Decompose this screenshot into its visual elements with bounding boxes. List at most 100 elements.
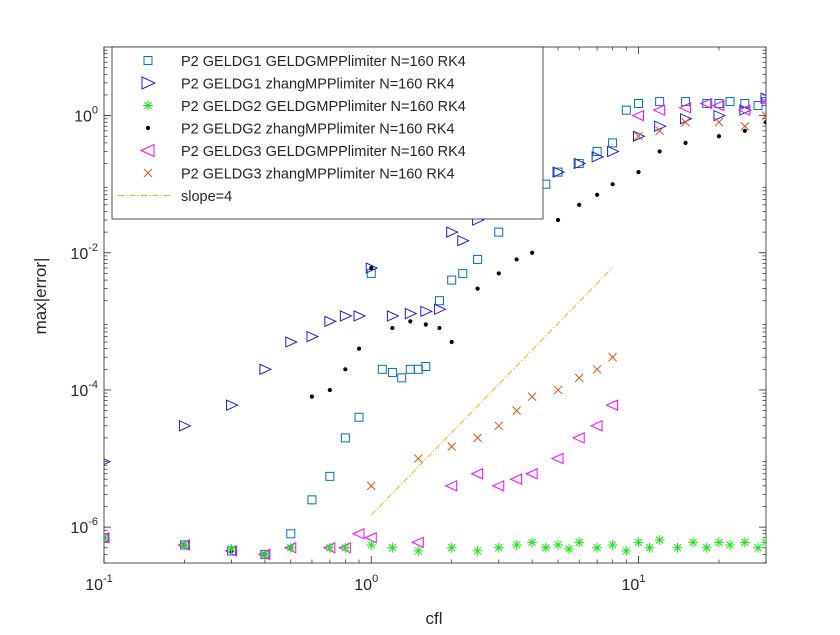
data-point xyxy=(446,542,457,553)
x-tick-label: 10-1 xyxy=(85,573,113,594)
data-point xyxy=(420,305,434,318)
data-point xyxy=(655,126,665,136)
data-point xyxy=(739,537,750,548)
data-point xyxy=(325,471,335,481)
data-point xyxy=(621,545,632,556)
y-tick-label: 100 xyxy=(74,105,98,126)
data-point xyxy=(387,367,397,377)
legend-marker xyxy=(143,100,153,111)
data-point xyxy=(632,130,646,143)
y-tick-label: 10-4 xyxy=(70,379,98,400)
data-point xyxy=(286,529,296,539)
data-point xyxy=(423,322,428,327)
data-point xyxy=(763,120,766,125)
data-point xyxy=(524,467,538,480)
legend-label: P2 GELDG3 GELDGMPPlimiter N=160 RK4 xyxy=(181,144,466,160)
data-point xyxy=(434,296,444,306)
data-point xyxy=(610,182,615,187)
data-point xyxy=(714,99,724,109)
data-point xyxy=(390,325,395,331)
data-point xyxy=(553,167,563,177)
data-point xyxy=(713,109,727,122)
data-point xyxy=(758,98,766,105)
data-point xyxy=(714,117,724,127)
data-point xyxy=(397,373,407,383)
data-point xyxy=(259,549,270,560)
data-point xyxy=(473,433,482,443)
data-point xyxy=(514,257,519,262)
data-point xyxy=(550,452,564,465)
data-point xyxy=(408,319,413,324)
legend-label: P2 GELDG2 zhangMPPlimiter N=160 RK4 xyxy=(181,122,455,138)
data-point xyxy=(356,346,362,351)
data-point xyxy=(574,373,584,383)
data-point xyxy=(404,307,418,320)
data-point xyxy=(737,104,751,116)
data-point xyxy=(387,542,398,553)
data-point xyxy=(327,387,332,393)
data-point xyxy=(607,145,620,158)
legend-marker xyxy=(143,56,153,65)
data-point xyxy=(608,352,617,362)
data-point xyxy=(512,406,521,415)
data-point xyxy=(285,336,299,348)
legend-marker xyxy=(139,143,155,158)
data-point xyxy=(592,364,602,374)
data-point xyxy=(306,330,320,343)
data-point xyxy=(475,286,480,291)
data-point xyxy=(678,101,692,114)
data-point xyxy=(573,157,587,170)
data-point xyxy=(655,97,665,107)
data-point xyxy=(413,454,423,463)
data-point xyxy=(491,480,505,492)
data-point xyxy=(633,99,643,109)
data-point xyxy=(752,542,763,553)
legend-label: P2 GELDG3 zhangMPPlimiter N=160 RK4 xyxy=(181,167,455,183)
data-point xyxy=(634,131,643,141)
legend-marker xyxy=(145,125,151,131)
data-point xyxy=(711,99,725,112)
data-point xyxy=(592,146,602,156)
data-point xyxy=(178,420,192,432)
data-point xyxy=(457,234,470,247)
data-point xyxy=(472,545,483,556)
data-point xyxy=(343,367,348,372)
data-point xyxy=(527,392,537,401)
slope-line xyxy=(370,267,613,516)
data-point xyxy=(742,128,747,133)
legend-marker xyxy=(143,168,153,178)
data-point xyxy=(571,432,585,444)
data-point xyxy=(552,166,566,178)
data-point xyxy=(473,254,483,264)
data-point xyxy=(657,149,662,154)
data-point xyxy=(104,458,112,465)
data-point xyxy=(494,421,504,431)
data-point xyxy=(701,542,712,553)
y-tick-label: 10-6 xyxy=(70,516,98,537)
data-point xyxy=(716,134,722,139)
legend-label: P2 GELDG1 zhangMPPlimiter N=160 RK4 xyxy=(181,77,455,93)
legend-label: P2 GELDG1 GELDGMPPlimiter N=160 RK4 xyxy=(181,54,466,70)
data-point xyxy=(683,140,688,145)
data-point xyxy=(699,97,713,110)
series-1 xyxy=(104,97,766,559)
y-axis-label: max|error| xyxy=(31,258,50,335)
legend-label: P2 GELDG2 GELDGMPPlimiter N=160 RK4 xyxy=(181,99,466,115)
data-point xyxy=(530,250,535,255)
data-point xyxy=(511,539,522,550)
data-point xyxy=(369,265,374,271)
data-point xyxy=(458,268,468,278)
data-point xyxy=(540,542,551,553)
data-point xyxy=(574,537,585,548)
series-6 xyxy=(366,111,766,491)
data-point xyxy=(413,545,424,556)
data-point xyxy=(527,537,538,548)
legend-box xyxy=(111,46,544,220)
data-point xyxy=(493,542,504,553)
data-point xyxy=(672,542,683,553)
data-point xyxy=(589,420,603,432)
data-point xyxy=(644,542,655,553)
data-point xyxy=(577,202,582,207)
